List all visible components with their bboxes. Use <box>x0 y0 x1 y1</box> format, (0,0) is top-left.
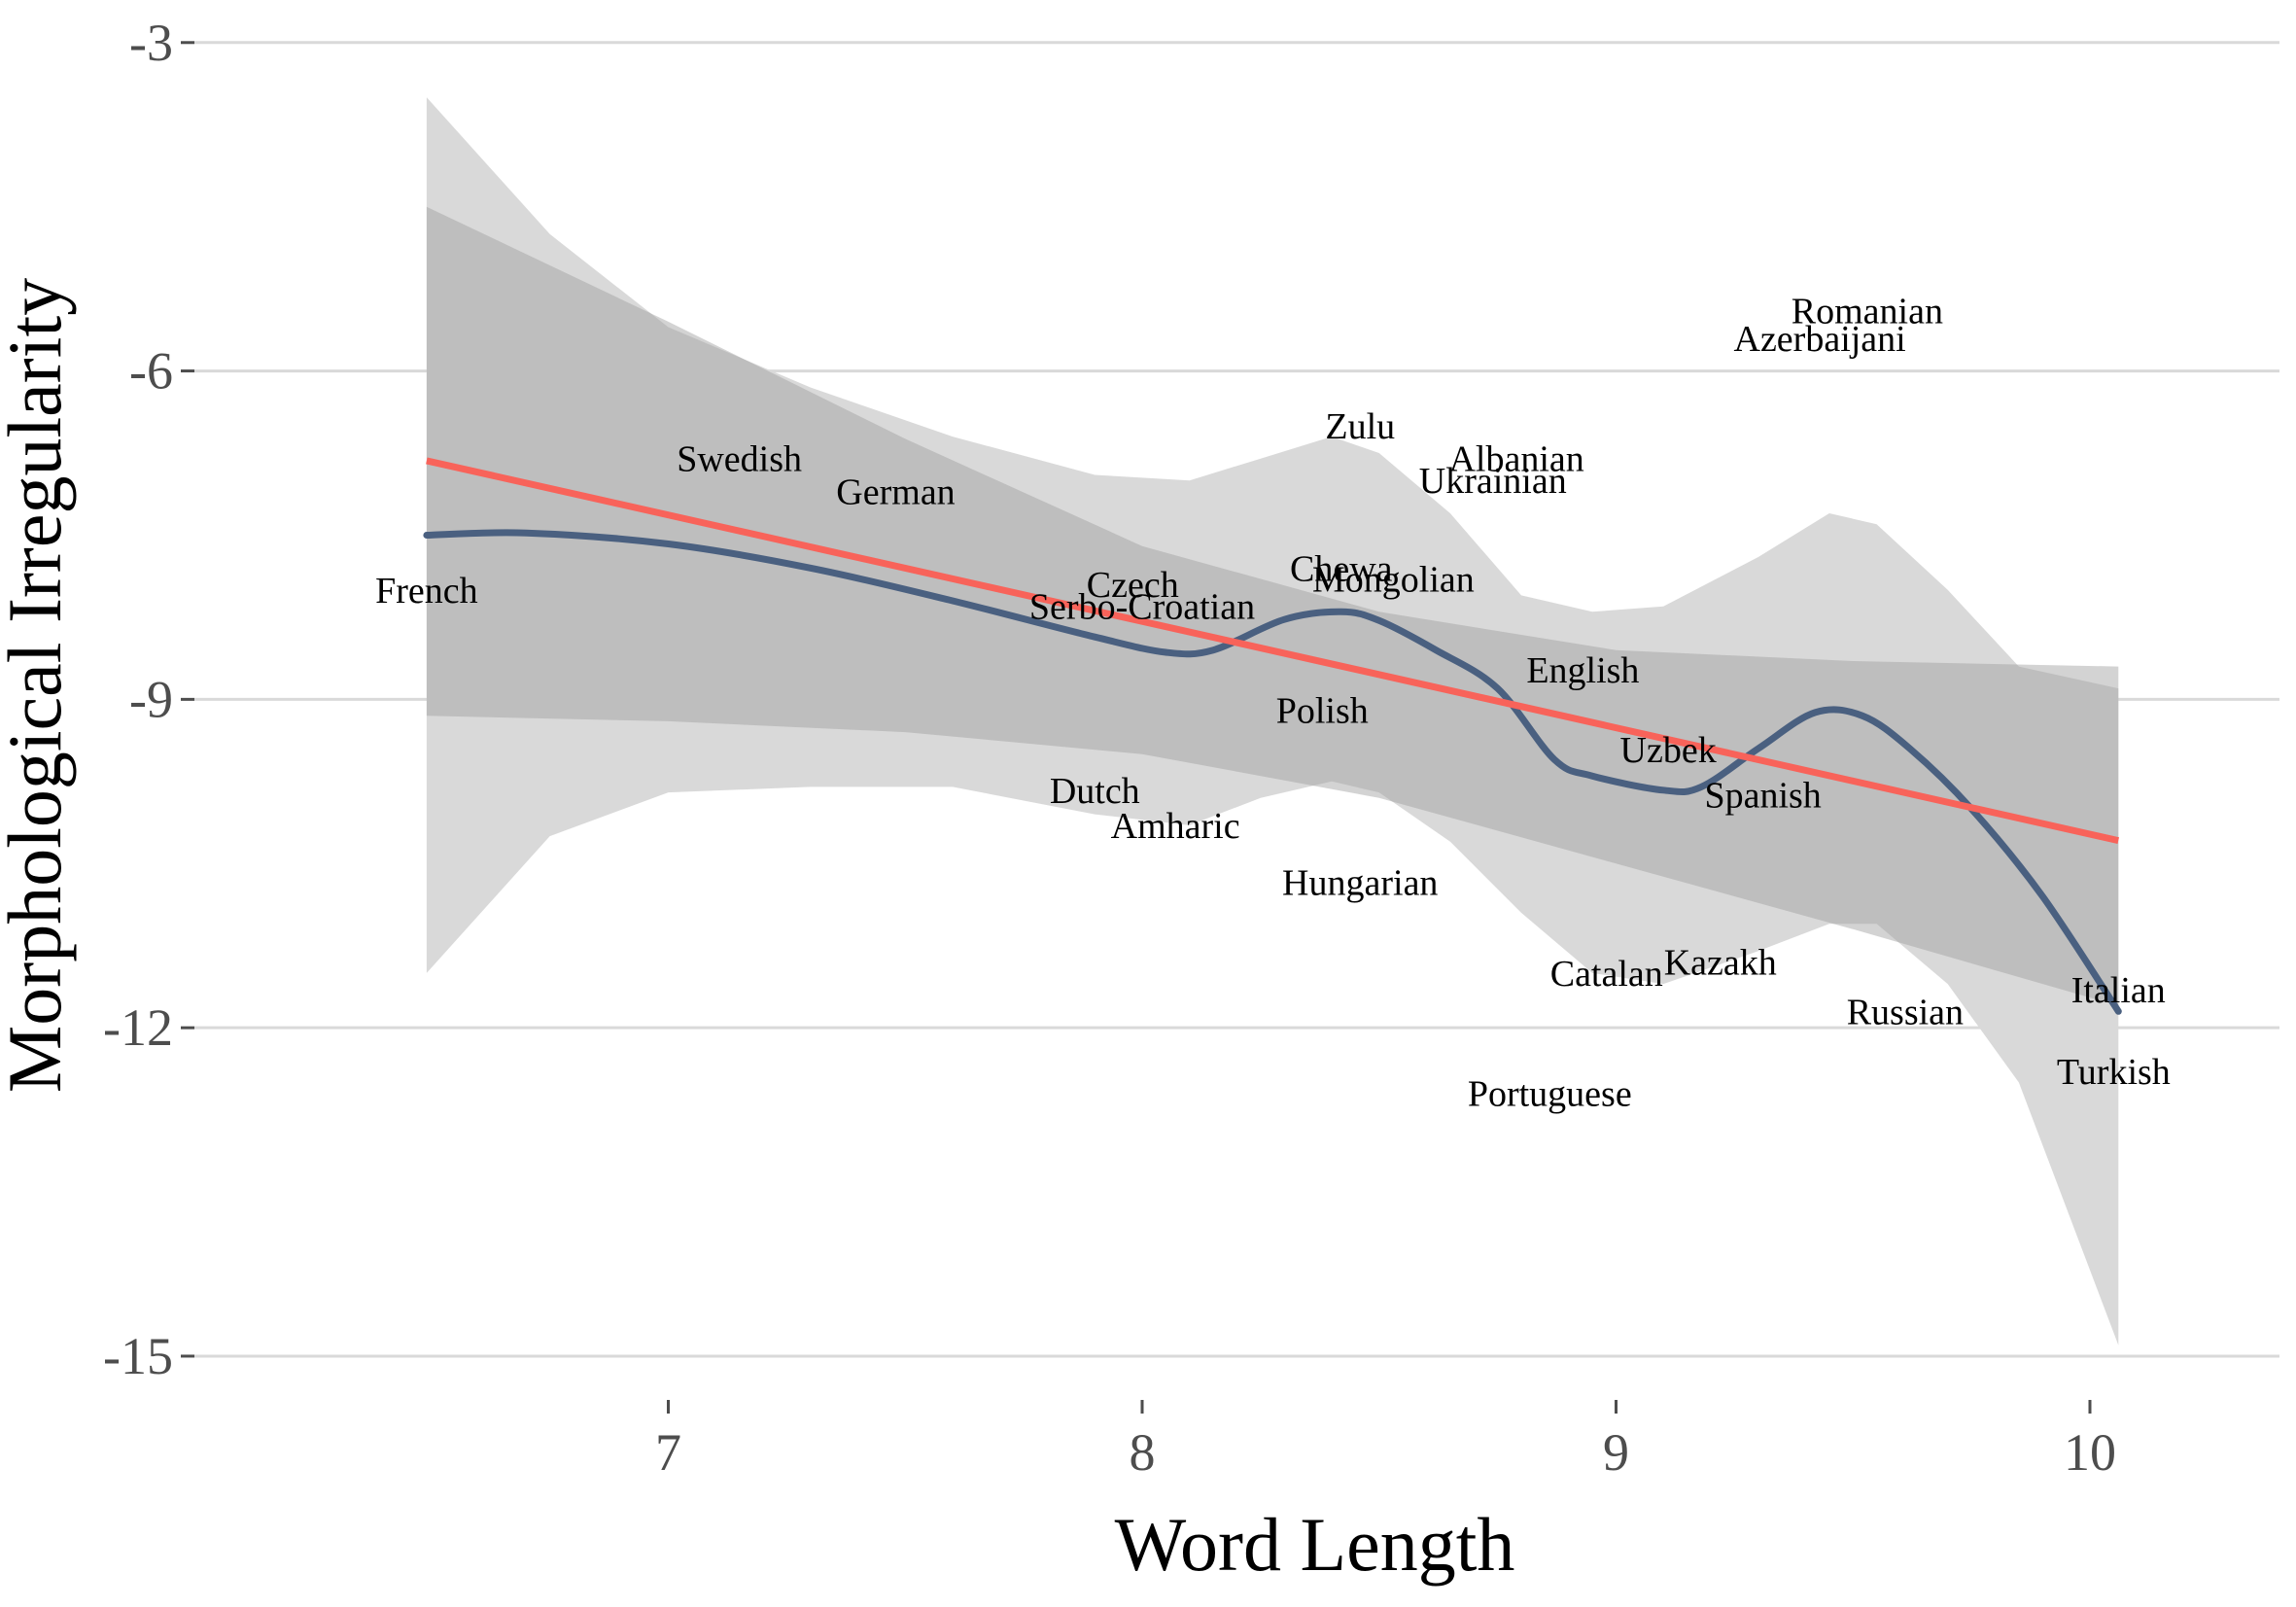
point-label: Serbo-Croatian <box>1029 587 1255 628</box>
point-label: Uzbek <box>1620 730 1717 771</box>
smooth-fit-line <box>423 529 2122 1015</box>
point-label: Swedish <box>677 439 802 480</box>
y-tick-label: -9 <box>129 670 173 728</box>
point-label: French <box>375 571 478 611</box>
point-label: Italian <box>2071 970 2166 1011</box>
x-axis-title: Word Length <box>1115 1502 1515 1587</box>
y-tick-label: -3 <box>129 14 173 72</box>
x-tick-label: 10 <box>2064 1423 2116 1482</box>
point-label: Turkish <box>2057 1052 2171 1093</box>
y-tick-label: -15 <box>103 1327 173 1385</box>
point-label: Polish <box>1276 691 1369 732</box>
fit-lines <box>423 457 2122 1015</box>
y-axis-title: Morphological Irregularity <box>0 278 77 1093</box>
point-label: Czech <box>1087 565 1179 606</box>
point-label: Dutch <box>1050 771 1140 812</box>
linear-fit-line <box>426 457 2120 845</box>
point-label: Albanian <box>1448 439 1583 480</box>
point-label: Chewa <box>1290 548 1393 589</box>
y-tick-label: -12 <box>103 998 173 1057</box>
point-label: Russian <box>1847 992 1964 1032</box>
smooth-confidence-band <box>426 97 2119 1345</box>
point-label: English <box>1526 650 1639 691</box>
x-tick-label: 8 <box>1130 1423 1156 1482</box>
point-label: Kazakh <box>1664 943 1777 984</box>
point-label: Spanish <box>1704 775 1821 816</box>
point-label: Portuguese <box>1468 1074 1632 1115</box>
x-tick-label: 9 <box>1603 1423 1629 1482</box>
point-label: Amharic <box>1111 806 1240 847</box>
point-label: Ukrainian <box>1419 461 1567 502</box>
point-label: Zulu <box>1325 406 1395 447</box>
point-label: Mongolian <box>1312 560 1475 601</box>
linear-confidence-band <box>426 206 2119 1006</box>
x-tick-label: 7 <box>655 1423 681 1482</box>
point-label: German <box>836 472 955 512</box>
point-label: Romanian <box>1792 292 1943 332</box>
point-label: Hungarian <box>1282 862 1438 903</box>
y-tick-label: -6 <box>129 342 173 401</box>
point-label: Azerbaijani <box>1734 319 1906 360</box>
confidence-bands <box>426 97 2119 1345</box>
axes: -3 -6 -9 -12 -15 7 8 9 10 <box>103 14 2116 1482</box>
point-label: Catalan <box>1550 954 1663 995</box>
